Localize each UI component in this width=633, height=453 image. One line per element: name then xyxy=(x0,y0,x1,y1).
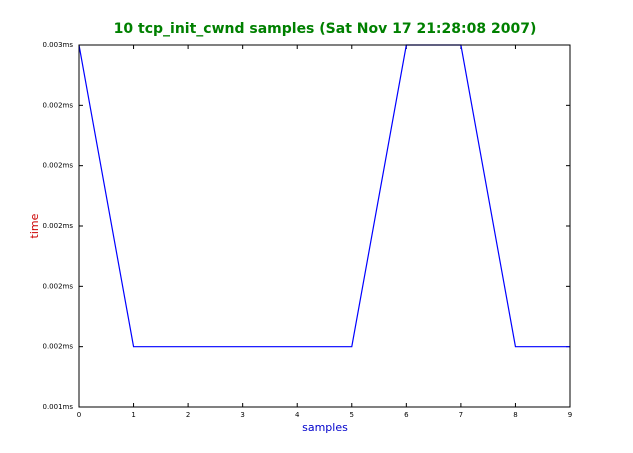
line-series xyxy=(78,44,570,348)
plot-frame xyxy=(78,44,571,408)
y-tick-label: 0.002ms xyxy=(42,343,73,351)
chart-title: 10 tcp_init_cwnd samples (Sat Nov 17 21:… xyxy=(114,21,537,37)
x-tick-label: 6 xyxy=(404,411,409,419)
x-tick-label: 0 xyxy=(77,411,81,419)
x-tick-label: 5 xyxy=(350,411,354,419)
y-tick-label: 0.002ms xyxy=(42,222,73,230)
y-tick-label: 0.001ms xyxy=(42,403,73,411)
x-tick-label: 9 xyxy=(568,411,572,419)
y-tick-label: 0.002ms xyxy=(42,162,73,170)
y-axis-label: time xyxy=(28,213,41,238)
x-tick-label: 3 xyxy=(240,411,244,419)
x-tick-label: 7 xyxy=(459,411,463,419)
y-tick-label: 0.003ms xyxy=(42,41,73,49)
x-tick-label: 2 xyxy=(186,411,190,419)
x-tick-label: 4 xyxy=(295,411,300,419)
x-tick-label: 1 xyxy=(131,411,135,419)
y-tick-label: 0.002ms xyxy=(42,101,73,109)
x-tick-label: 8 xyxy=(513,411,517,419)
x-axis-label: samples xyxy=(302,421,348,434)
y-tick-label: 0.002ms xyxy=(42,282,73,290)
